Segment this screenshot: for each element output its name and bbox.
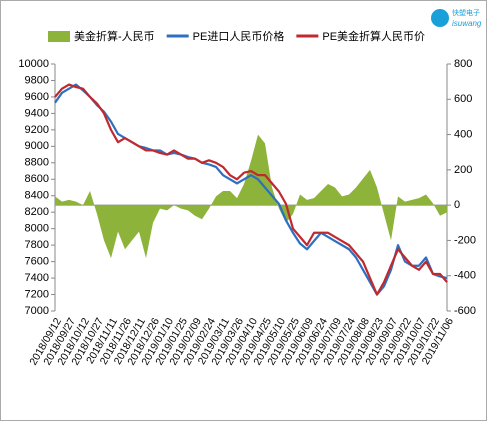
y-tick-label: 7400 — [25, 272, 49, 284]
y2-tick-label: 200 — [454, 164, 472, 176]
y2-tick-label: 400 — [454, 128, 472, 140]
y-tick-label: 10000 — [18, 58, 49, 70]
y-tick-label: 9200 — [25, 124, 49, 136]
y-tick-label: 8600 — [25, 173, 49, 185]
y-tick-label: 9400 — [25, 107, 49, 119]
y2-tick-label: -200 — [454, 234, 476, 246]
y-tick-label: 7000 — [25, 305, 49, 317]
y-tick-label: 7200 — [25, 288, 49, 300]
legend-label: PE美金折算人民币价 — [322, 29, 425, 43]
area — [55, 134, 447, 259]
y-tick-label: 9800 — [25, 74, 49, 86]
y-tick-label: 8000 — [25, 223, 49, 235]
y-tick-label: 8200 — [25, 206, 49, 218]
logo-icon — [431, 9, 449, 27]
y-tick-label: 7600 — [25, 256, 49, 268]
y2-tick-label: 600 — [454, 93, 472, 105]
y2-tick-label: -600 — [454, 305, 476, 317]
y2-tick-label: 0 — [454, 199, 460, 211]
y-tick-label: 8400 — [25, 190, 49, 202]
logo-cn: 快塑电子 — [452, 8, 480, 17]
y-tick-label: 9000 — [25, 140, 49, 152]
y2-tick-label: -400 — [454, 270, 476, 282]
line — [54, 83, 448, 296]
y-tick-label: 7800 — [25, 239, 49, 251]
line — [54, 83, 448, 296]
logo-en: isuwang — [452, 19, 482, 28]
y-tick-label: 9600 — [25, 91, 49, 103]
legend-swatch — [48, 31, 70, 42]
legend-label: PE进口人民币价格 — [193, 29, 285, 43]
legend-label: 美金折算-人民币 — [74, 29, 155, 43]
y-tick-label: 8800 — [25, 157, 49, 169]
y2-tick-label: 800 — [454, 58, 472, 70]
